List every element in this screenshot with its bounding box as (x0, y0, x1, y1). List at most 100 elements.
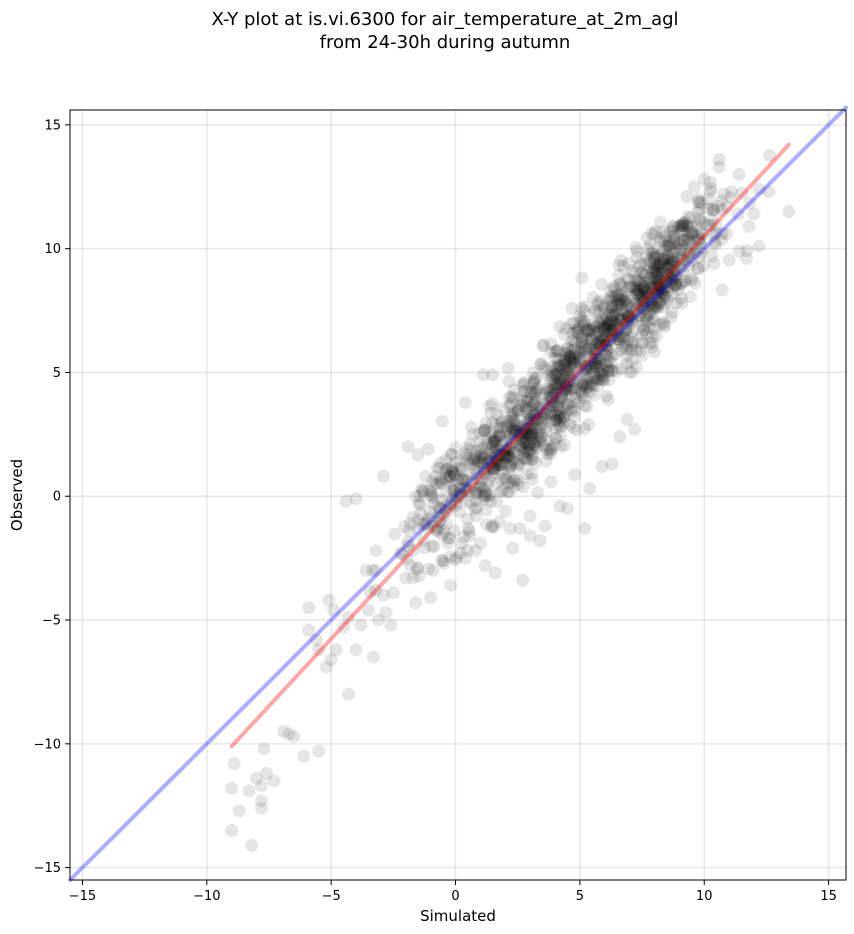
scatter-point (529, 440, 543, 454)
scatter-point (547, 373, 561, 387)
scatter-point (500, 420, 514, 434)
scatter-point (478, 451, 492, 465)
scatter-point (656, 279, 670, 293)
scatter-point (614, 362, 628, 376)
scatter-point (556, 385, 570, 399)
scatter-point (525, 406, 539, 420)
scatter-point (455, 472, 469, 486)
scatter-point (574, 357, 588, 371)
scatter-point (485, 519, 499, 533)
scatter-point (478, 559, 492, 573)
scatter-point (532, 425, 546, 439)
scatter-point (630, 287, 644, 301)
scatter-point (519, 402, 533, 416)
scatter-point (567, 316, 581, 330)
scatter-point (650, 288, 664, 302)
scatter-point (407, 510, 421, 524)
scatter-point (604, 290, 618, 304)
scatter-point (666, 220, 680, 234)
scatter-point (499, 446, 513, 460)
scatter-point (494, 458, 508, 472)
scatter-point (560, 369, 574, 383)
scatter-point (469, 452, 483, 466)
scatter-point (570, 349, 584, 363)
scatter-point (583, 385, 597, 399)
scatter-point (502, 443, 516, 457)
scatter-point (528, 456, 542, 470)
scatter-point (530, 371, 544, 385)
scatter-point (460, 512, 474, 526)
scatter-point (560, 341, 574, 355)
scatter-point (492, 458, 506, 472)
scatter-point (568, 357, 582, 371)
scatter-point (576, 378, 590, 392)
scatter-point (575, 271, 589, 285)
scatter-point (450, 496, 464, 510)
scatter-point (679, 215, 693, 229)
scatter-point (524, 394, 538, 408)
scatter-point (525, 472, 539, 486)
scatter-point (354, 618, 368, 632)
scatter-point (714, 194, 728, 208)
scatter-point (505, 424, 519, 438)
scatter-point (668, 241, 682, 255)
scatter-point (658, 290, 672, 304)
scatter-point (740, 252, 754, 266)
scatter-point (648, 261, 662, 275)
scatter-point (501, 450, 515, 464)
scatter-point (467, 462, 481, 476)
scatter-point (587, 388, 601, 402)
scatter-point (510, 424, 524, 438)
scatter-point (433, 475, 447, 489)
scatter-point (518, 384, 532, 398)
scatter-point (548, 345, 562, 359)
scatter-point (349, 643, 363, 657)
scatter-point (559, 397, 573, 411)
scatter-point (483, 494, 497, 508)
scatter-point (551, 380, 565, 394)
scatter-point (466, 474, 480, 488)
scatter-point (588, 356, 602, 370)
scatter-point (548, 368, 562, 382)
scatter-point (302, 601, 316, 615)
scatter-point (586, 345, 600, 359)
scatter-point (532, 435, 546, 449)
scatter-point (642, 285, 656, 299)
scatter-point (488, 434, 502, 448)
scatter-point (625, 326, 639, 340)
chart-title: X-Y plot at is.vi.6300 for air_temperatu… (211, 9, 678, 53)
scatter-point (548, 377, 562, 391)
scatter-point (550, 413, 564, 427)
scatter-point (554, 413, 568, 427)
scatter-point (681, 232, 695, 246)
scatter-point (436, 554, 450, 568)
scatter-point (630, 250, 644, 264)
scatter-point (486, 445, 500, 459)
scatter-point (511, 448, 525, 462)
scatter-point (513, 424, 527, 438)
scatter-point (638, 275, 652, 289)
scatter-point (649, 248, 663, 262)
scatter-point (388, 527, 402, 541)
scatter-point (651, 271, 665, 285)
scatter-point (692, 250, 706, 264)
scatter-point (549, 377, 563, 391)
scatter-point (337, 620, 351, 634)
scatter-point (487, 456, 501, 470)
scatter-point (466, 427, 480, 441)
scatter-point (411, 522, 425, 536)
x-tick-label: −5 (322, 889, 341, 904)
scatter-point (570, 423, 584, 437)
scatter-point (460, 485, 474, 499)
scatter-point (654, 285, 668, 299)
scatter-point (484, 468, 498, 482)
scatter-point (446, 492, 460, 506)
scatter-point (645, 270, 659, 284)
scatter-point (652, 282, 666, 296)
scatter-point (640, 326, 654, 340)
scatter-point (555, 391, 569, 405)
scatter-point (667, 259, 681, 273)
scatter-point (647, 345, 661, 359)
scatter-point (426, 519, 440, 533)
scatter-point (612, 258, 626, 272)
